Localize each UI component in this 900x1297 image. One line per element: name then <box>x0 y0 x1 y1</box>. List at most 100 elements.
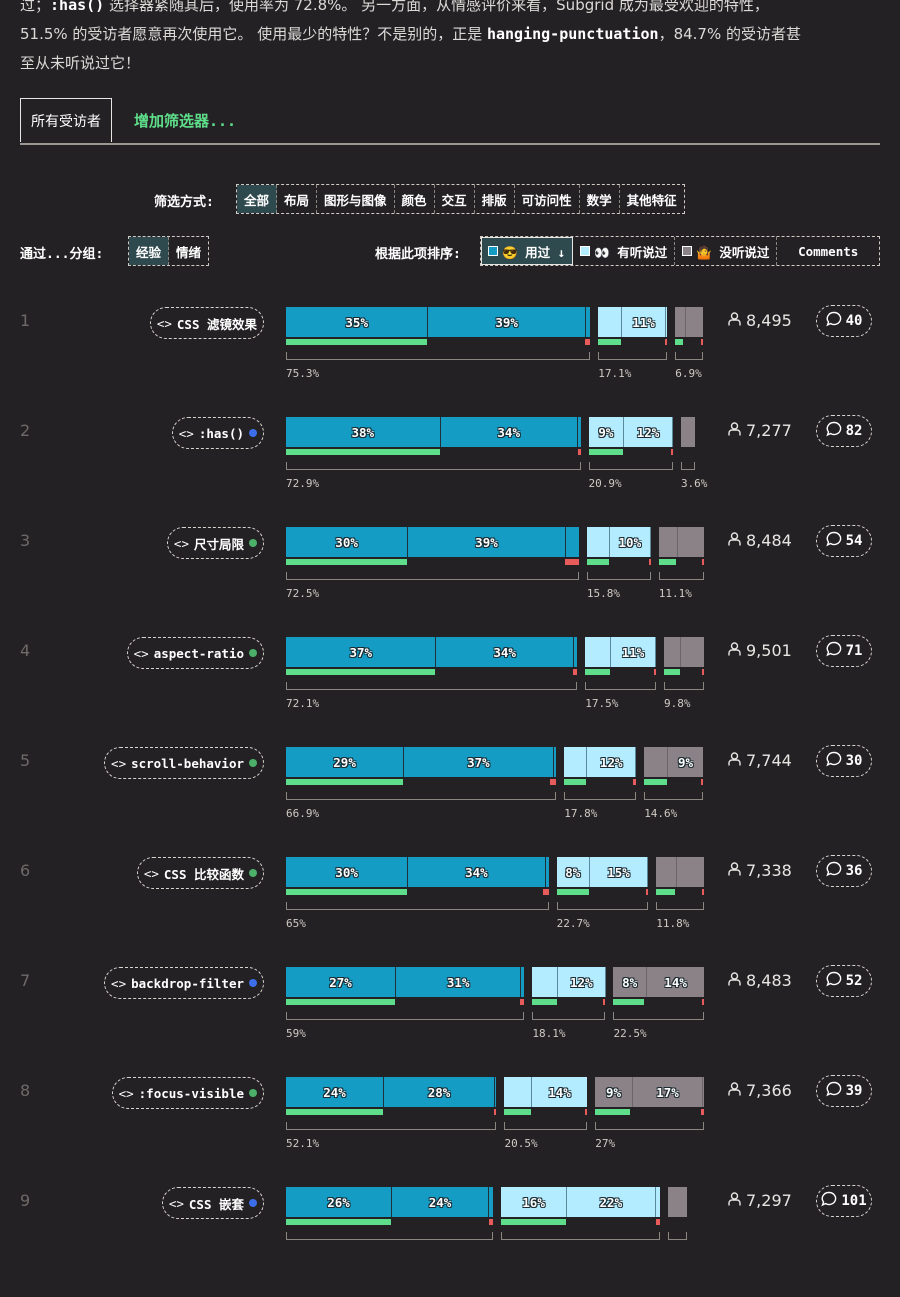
filter-option[interactable]: 其他特征 <box>626 192 677 208</box>
group-bracket <box>585 682 656 690</box>
group-bracket <box>658 572 704 580</box>
rank-number: 6 <box>20 861 31 880</box>
comments-button[interactable]: 101 <box>816 1185 872 1217</box>
speech-bubble-icon <box>821 1191 837 1211</box>
negative-bar <box>584 339 591 345</box>
comments-button[interactable]: 54 <box>816 525 872 557</box>
filter-option[interactable]: 布局 <box>277 185 318 213</box>
speech-bubble-icon <box>825 1081 842 1101</box>
status-dot-icon <box>249 1199 257 1207</box>
filter-option[interactable]: 全部 <box>237 185 278 213</box>
feature-name-pill[interactable]: <> CSS 嵌套 <box>161 1187 264 1219</box>
comments-button[interactable]: 39 <box>816 1075 872 1107</box>
comments-button[interactable]: 82 <box>816 415 872 447</box>
bar-segment: 15% <box>588 857 648 887</box>
intro-text: 至从未听说过它！ <box>20 54 141 72</box>
sort-options: 😎 用过 ↓ 👀 有听说过 🤷 没听说过 Comments <box>480 236 880 266</box>
group-bracket <box>598 352 668 360</box>
sort-option[interactable]: 👀 有听说过 <box>573 237 676 265</box>
bar-segment <box>667 1187 687 1217</box>
feature-name-pill[interactable]: <> backdrop-filter <box>104 967 264 999</box>
comments-button[interactable]: 52 <box>816 965 872 997</box>
feature-name-pill[interactable]: <> scroll-behavior <box>104 747 264 779</box>
intro-text: ，84.7% 的受访者甚 <box>658 25 801 43</box>
sort-option-label: 😎 用过 ↓ <box>502 244 566 260</box>
bar-segment: 14% <box>530 1077 588 1107</box>
respondent-count-value: 8,495 <box>746 311 792 330</box>
filter-tabs: 所有受访者 增加筛选器... <box>20 98 880 145</box>
speech-bubble-icon <box>825 971 842 991</box>
negative-bar <box>701 779 704 785</box>
comments-button[interactable]: 40 <box>816 305 872 337</box>
group-bracket <box>588 462 673 470</box>
negative-bar <box>573 669 578 675</box>
group-total: 14.6% <box>644 807 678 820</box>
group-by-option[interactable]: 经验 <box>129 237 170 265</box>
group-bracket <box>286 352 591 360</box>
respondent-count: 7,366 <box>728 1081 792 1100</box>
speech-bubble-icon <box>825 531 842 551</box>
filter-option[interactable]: 数学 <box>580 185 620 213</box>
person-icon <box>728 641 741 660</box>
filter-option[interactable]: 排版 <box>475 185 515 213</box>
feature-name-pill[interactable]: <>:focus-visible <box>111 1077 264 1109</box>
person-icon <box>728 311 741 330</box>
negative-bar <box>543 889 549 895</box>
sort-option[interactable]: Comments <box>777 237 879 265</box>
comments-button[interactable]: 71 <box>816 635 872 667</box>
add-filter-button[interactable]: 增加筛选器... <box>134 112 237 130</box>
bar-segment: 34% <box>439 417 577 447</box>
group-total: 11.1% <box>658 587 692 600</box>
positive-bar <box>501 1219 566 1225</box>
bar-segment <box>585 637 611 667</box>
group-bracket <box>286 792 557 800</box>
group-bracket <box>564 792 637 800</box>
positive-bar <box>595 1109 631 1115</box>
bar-segment: 9% <box>666 747 704 777</box>
feature-name: CSS 滤镜效果 <box>176 316 257 332</box>
positive-bar <box>286 449 440 455</box>
filter-option[interactable]: 图形与图像 <box>317 185 395 213</box>
filter-option[interactable]: 可访问性 <box>515 185 580 213</box>
feature-name-pill[interactable]: <> aspect-ratio <box>126 637 264 669</box>
group-bracket <box>286 462 581 470</box>
group-by-option[interactable]: 情绪 <box>176 244 202 260</box>
sort-option-label: 👀 有听说过 <box>594 244 668 260</box>
negative-bar <box>701 559 704 565</box>
intro-text: 51.5% 的受访者愿意再次使用它。 使用最少的特性？不是别的，正是 <box>20 25 487 43</box>
comments-button[interactable]: 36 <box>816 855 872 887</box>
person-icon <box>728 531 741 550</box>
filter-option[interactable]: 交互 <box>435 185 475 213</box>
tab-all-respondents[interactable]: 所有受访者 <box>20 98 112 142</box>
group-bracket <box>286 682 578 690</box>
bar-segment: 39% <box>427 307 585 337</box>
positive-bar <box>656 889 675 895</box>
rank-number: 3 <box>20 531 31 550</box>
bar-segment <box>488 1187 494 1217</box>
feature-name-pill[interactable]: <>:has() <box>171 417 264 449</box>
status-dot-icon <box>249 539 257 547</box>
speech-bubble-icon <box>825 861 842 881</box>
bar-segment <box>598 307 621 337</box>
filter-option[interactable]: 颜色 <box>395 185 435 213</box>
feature-name-pill[interactable]: <> CSS 滤镜效果 <box>149 307 264 339</box>
bar-segment: 34% <box>407 857 545 887</box>
person-icon <box>728 861 741 880</box>
intro-text: 选择器紧随其后，使用率为 72.8%。 另一方面，从情感评价来看，Subgrid… <box>104 0 769 14</box>
sort-option[interactable]: 🤷 没听说过 <box>675 237 778 265</box>
positive-bar <box>556 889 589 895</box>
sort-option[interactable]: 😎 用过 ↓ <box>481 237 574 265</box>
group-bracket <box>286 1012 525 1020</box>
bar-segment <box>532 967 557 997</box>
group-total: 22.7% <box>556 917 590 930</box>
comments-button[interactable]: 30 <box>816 745 872 777</box>
respondent-count-value: 9,501 <box>746 641 792 660</box>
bar-segment <box>675 307 685 337</box>
status-dot-icon <box>249 759 257 767</box>
negative-bar <box>701 889 704 895</box>
group-total: 72.9% <box>286 477 320 490</box>
color-swatch-icon <box>580 246 591 256</box>
feature-name-pill[interactable]: <> CSS 比较函数 <box>136 857 264 889</box>
feature-name-pill[interactable]: <> 尺寸局限 <box>166 527 264 559</box>
feature-name: scroll-behavior <box>131 755 244 771</box>
